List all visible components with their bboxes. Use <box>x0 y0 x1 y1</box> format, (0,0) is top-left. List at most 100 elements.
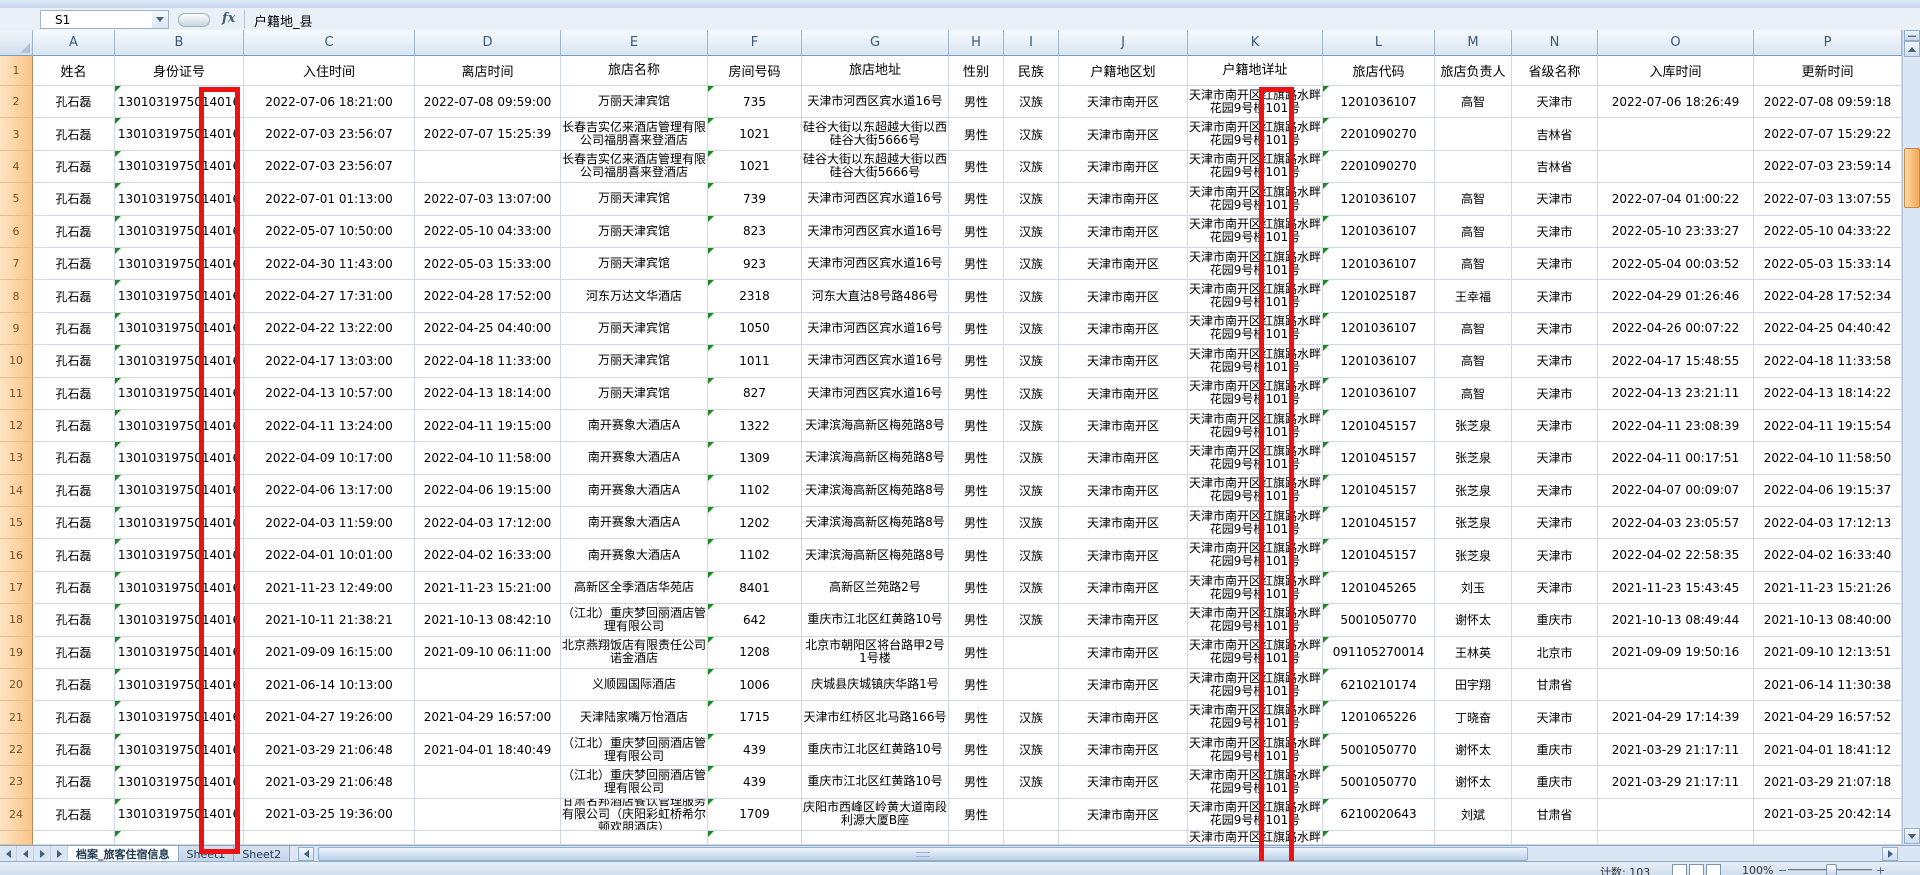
cell-G6[interactable]: 天津市河西区宾水道16号 <box>802 215 949 248</box>
horizontal-scroll-thumb[interactable] <box>318 847 1529 861</box>
cell-C25[interactable] <box>244 830 415 845</box>
cell-L3[interactable]: 2201090270 <box>1323 118 1435 151</box>
cell-B6[interactable]: 1301031975014016 <box>115 215 244 248</box>
cell-N14[interactable]: 天津市 <box>1512 474 1598 508</box>
page-layout-view-icon[interactable] <box>1689 864 1704 875</box>
cell-N6[interactable]: 天津市 <box>1512 215 1598 248</box>
cell-N19[interactable]: 北京市 <box>1512 636 1598 670</box>
cell-D8[interactable]: 2022-04-28 17:52:00 <box>415 280 561 313</box>
cell-I22[interactable]: 汉族 <box>1004 733 1059 767</box>
cell-M8[interactable]: 王幸福 <box>1435 280 1512 313</box>
cell-J7[interactable]: 天津市南开区 <box>1059 247 1188 281</box>
cell-M14[interactable]: 张芝泉 <box>1435 474 1512 508</box>
row-header-10[interactable]: 10 <box>0 345 33 378</box>
cell-M6[interactable]: 高智 <box>1435 215 1512 248</box>
cell-E20[interactable]: 义顺园国际酒店 <box>561 669 708 702</box>
cell-B21[interactable]: 1301031975014016 <box>115 701 244 734</box>
cell-M5[interactable]: 高智 <box>1435 183 1512 216</box>
cell-A16[interactable]: 孔石磊 <box>33 539 115 572</box>
cell-F4[interactable]: 1021 <box>708 150 802 184</box>
cell-I6[interactable]: 汉族 <box>1004 215 1059 248</box>
normal-view-icon[interactable] <box>1672 864 1687 875</box>
cell-K21[interactable]: 天津市南开区红旗路水畔花园9号楼101号 <box>1188 701 1323 734</box>
cell-I14[interactable]: 汉族 <box>1004 474 1059 508</box>
cell-P11[interactable]: 2022-04-13 18:14:22 <box>1754 377 1902 410</box>
row-header-1[interactable]: 1 <box>0 56 33 86</box>
cell-C1[interactable]: 入住时间 <box>244 56 415 86</box>
cell-F16[interactable]: 1102 <box>708 539 802 572</box>
cell-D13[interactable]: 2022-04-10 11:58:00 <box>415 442 561 475</box>
cell-P3[interactable]: 2022-07-07 15:29:22 <box>1754 118 1902 151</box>
cell-F2[interactable]: 735 <box>708 86 802 119</box>
cell-N17[interactable]: 天津市 <box>1512 571 1598 605</box>
cell-H22[interactable]: 男性 <box>949 733 1004 767</box>
cell-H6[interactable]: 男性 <box>949 215 1004 248</box>
row-header-11[interactable]: 11 <box>0 377 33 410</box>
cell-E9[interactable]: 万丽天津宾馆 <box>561 312 708 346</box>
cell-L4[interactable]: 2201090270 <box>1323 150 1435 184</box>
cell-J14[interactable]: 天津市南开区 <box>1059 474 1188 508</box>
cell-H13[interactable]: 男性 <box>949 442 1004 475</box>
cell-O15[interactable]: 2022-04-03 23:05:57 <box>1598 507 1754 540</box>
select-all-corner[interactable] <box>0 30 33 56</box>
last-sheet-button[interactable] <box>51 846 68 862</box>
cell-B15[interactable]: 1301031975014016 <box>115 507 244 540</box>
cell-K25[interactable]: 天津市南开区红旗路水畔 <box>1188 830 1323 845</box>
cell-A20[interactable]: 孔石磊 <box>33 669 115 702</box>
cell-D14[interactable]: 2022-04-06 19:15:00 <box>415 474 561 508</box>
cell-N7[interactable]: 天津市 <box>1512 247 1598 281</box>
vertical-scroll-thumb[interactable] <box>1904 148 1920 208</box>
cell-M16[interactable]: 张芝泉 <box>1435 539 1512 572</box>
cell-C9[interactable]: 2022-04-22 13:22:00 <box>244 312 415 346</box>
cell-D3[interactable]: 2022-07-07 15:25:39 <box>415 118 561 151</box>
cell-P10[interactable]: 2022-04-18 11:33:58 <box>1754 345 1902 378</box>
cell-P23[interactable]: 2021-03-29 21:07:18 <box>1754 766 1902 799</box>
row-header-18[interactable]: 18 <box>0 604 33 637</box>
cell-I23[interactable]: 汉族 <box>1004 766 1059 799</box>
cell-P24[interactable]: 2021-03-25 20:42:14 <box>1754 798 1902 831</box>
cell-J11[interactable]: 天津市南开区 <box>1059 377 1188 410</box>
cell-A1[interactable]: 姓名 <box>33 56 115 86</box>
cell-D10[interactable]: 2022-04-18 11:33:00 <box>415 345 561 378</box>
cell-D1[interactable]: 离店时间 <box>415 56 561 86</box>
cell-C24[interactable]: 2021-03-25 19:36:00 <box>244 798 415 831</box>
cell-G25[interactable] <box>802 830 949 845</box>
cell-O11[interactable]: 2022-04-13 23:21:11 <box>1598 377 1754 410</box>
cell-A4[interactable]: 孔石磊 <box>33 150 115 184</box>
cell-M22[interactable]: 谢怀太 <box>1435 733 1512 767</box>
cell-I9[interactable]: 汉族 <box>1004 312 1059 346</box>
cell-P18[interactable]: 2021-10-13 08:40:00 <box>1754 604 1902 637</box>
cell-E22[interactable]: （江北）重庆梦回丽酒店管理有限公司 <box>561 733 708 767</box>
cell-F14[interactable]: 1102 <box>708 474 802 508</box>
cell-J3[interactable]: 天津市南开区 <box>1059 118 1188 151</box>
cell-A19[interactable]: 孔石磊 <box>33 636 115 670</box>
cell-M3[interactable] <box>1435 118 1512 151</box>
column-header-L[interactable]: L <box>1323 30 1435 56</box>
cell-O16[interactable]: 2022-04-02 22:58:35 <box>1598 539 1754 572</box>
row-header-24[interactable]: 24 <box>0 798 33 831</box>
cell-J23[interactable]: 天津市南开区 <box>1059 766 1188 799</box>
insert-function-icon[interactable]: fx <box>222 11 236 26</box>
cell-P5[interactable]: 2022-07-03 13:07:55 <box>1754 183 1902 216</box>
cell-D19[interactable]: 2021-09-10 06:11:00 <box>415 636 561 670</box>
cell-O9[interactable]: 2022-04-26 00:07:22 <box>1598 312 1754 346</box>
cell-B24[interactable]: 1301031975014016 <box>115 798 244 831</box>
cell-I17[interactable]: 汉族 <box>1004 571 1059 605</box>
row-header-3[interactable]: 3 <box>0 118 33 151</box>
cell-K13[interactable]: 天津市南开区红旗路水畔花园9号楼101号 <box>1188 442 1323 475</box>
cell-K8[interactable]: 天津市南开区红旗路水畔花园9号楼101号 <box>1188 280 1323 313</box>
cell-G15[interactable]: 天津滨海高新区梅苑路8号 <box>802 507 949 540</box>
cell-C16[interactable]: 2022-04-01 10:01:00 <box>244 539 415 572</box>
cell-N2[interactable]: 天津市 <box>1512 86 1598 119</box>
cell-O14[interactable]: 2022-04-07 00:09:07 <box>1598 474 1754 508</box>
cell-I20[interactable] <box>1004 669 1059 702</box>
cell-D17[interactable]: 2021-11-23 15:21:00 <box>415 571 561 605</box>
cell-G4[interactable]: 硅谷大街以东超越大街以西硅谷大街5666号 <box>802 150 949 184</box>
row-header-17[interactable]: 17 <box>0 571 33 605</box>
cell-B1[interactable]: 身份证号 <box>115 56 244 86</box>
cell-C15[interactable]: 2022-04-03 11:59:00 <box>244 507 415 540</box>
cell-J20[interactable]: 天津市南开区 <box>1059 669 1188 702</box>
cell-L18[interactable]: 5001050770 <box>1323 604 1435 637</box>
scroll-up-button[interactable] <box>1904 41 1920 57</box>
cell-F7[interactable]: 923 <box>708 247 802 281</box>
